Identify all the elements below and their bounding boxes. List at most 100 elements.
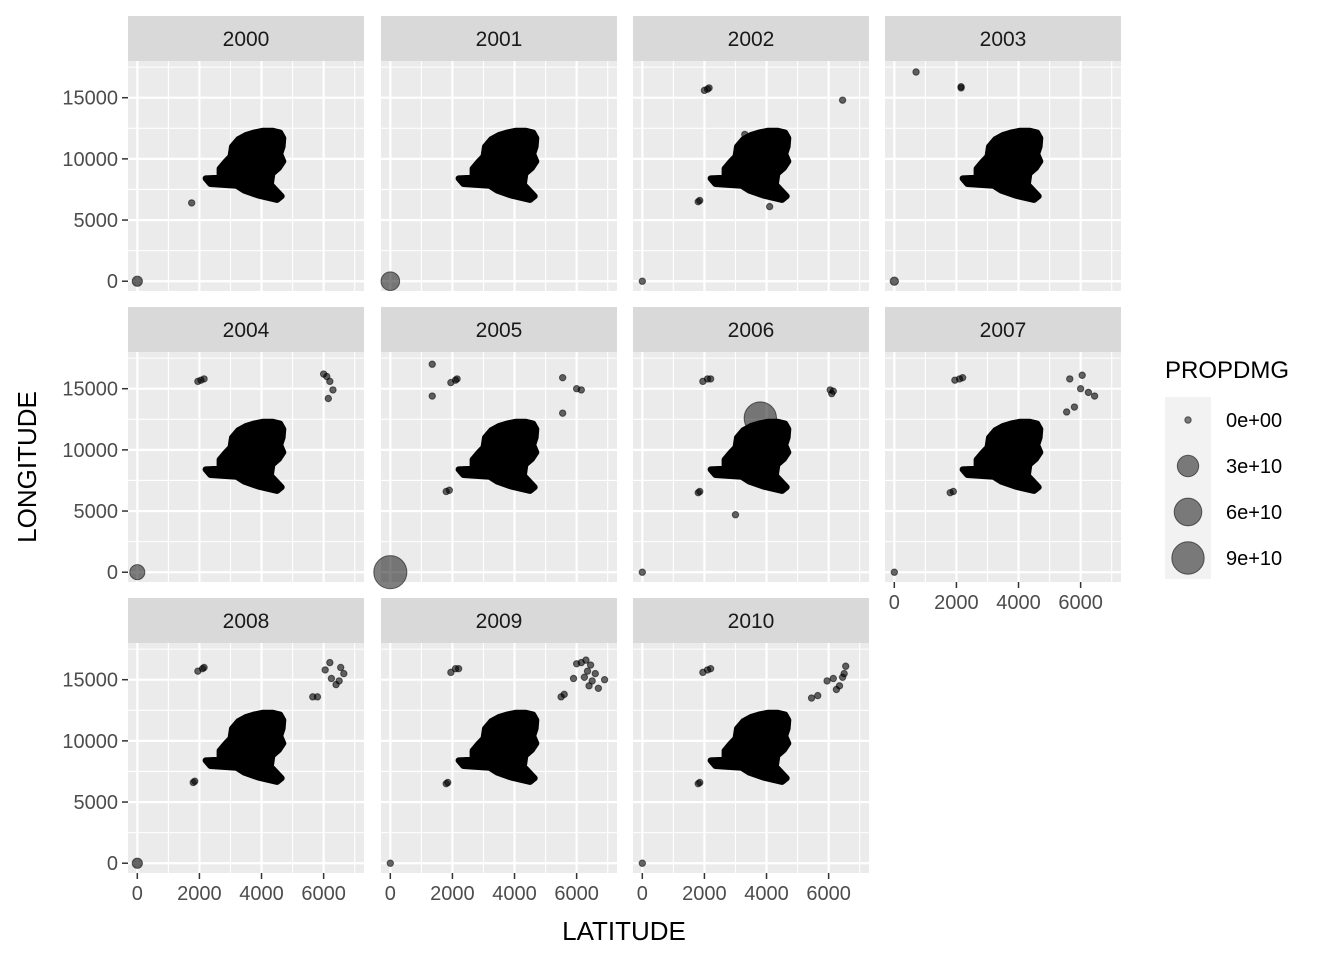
data-point [131, 275, 143, 287]
data-point [1078, 371, 1086, 379]
legend-key-symbol [1171, 541, 1205, 575]
data-point [696, 778, 704, 787]
data-point [588, 677, 596, 685]
data-point [428, 360, 436, 368]
data-point [912, 68, 920, 76]
data-point [741, 130, 749, 139]
facet-strip-label: 2006 [728, 319, 775, 342]
data-point [949, 487, 958, 496]
x-tick-label: 4000 [239, 883, 284, 905]
data-point [835, 682, 844, 690]
facet-strip-label: 2000 [223, 28, 270, 51]
data-point [706, 375, 715, 383]
y-tick-label: 10000 [62, 440, 118, 462]
data-point [840, 669, 848, 678]
x-tick-label: 6000 [806, 883, 851, 905]
facet-strip [128, 307, 364, 352]
y-tick-label: 10000 [62, 731, 118, 753]
y-tick-label: 5000 [74, 501, 119, 523]
x-tick-label: 6000 [554, 883, 599, 905]
facet-strip-label: 2004 [223, 319, 270, 342]
data-point [583, 667, 592, 675]
dense-point-cluster [202, 127, 287, 203]
dense-point-cluster [707, 127, 792, 203]
data-point [1062, 408, 1071, 416]
data-point [326, 377, 334, 386]
data-point [586, 661, 595, 669]
data-point [329, 386, 337, 394]
facet-strip-label: 2007 [980, 319, 1027, 342]
x-tick-label: 2000 [430, 883, 475, 905]
data-point [337, 663, 345, 672]
y-tick-label: 5000 [74, 792, 119, 814]
facet-panel-2010: 2010 [633, 598, 869, 873]
data-point [1066, 375, 1074, 383]
data-point [558, 409, 567, 417]
data-point [580, 673, 589, 681]
data-point [958, 373, 967, 382]
data-point [454, 664, 463, 673]
data-point [638, 859, 647, 867]
data-point [696, 196, 704, 205]
data-point [829, 674, 837, 683]
x-tick-label: 0 [889, 592, 900, 614]
axis-ticks: 0 5000 10000 15000 0 5000 10000 15000 0 2000 4000 6… [62, 88, 1103, 905]
facet-strip-label: 2009 [476, 610, 523, 633]
data-point [191, 777, 199, 785]
facet-panel-2008: 2008 [128, 598, 364, 873]
x-tick-label: 2000 [934, 592, 979, 614]
y-tick-label: 15000 [62, 670, 118, 692]
y-tick-label: 0 [107, 853, 118, 875]
data-point [703, 85, 712, 93]
data-point [696, 487, 704, 496]
legend-key-label: 3e+10 [1226, 456, 1282, 478]
data-point [327, 674, 336, 683]
facet-strip [885, 16, 1121, 61]
data-point [743, 401, 778, 435]
legend: PROPDMG 0e+00 3e+10 6e+10 9e+10 [1165, 357, 1289, 579]
data-point [558, 373, 567, 382]
x-tick-label: 6000 [301, 883, 346, 905]
facet-strip-label: 2001 [476, 28, 523, 51]
data-point [765, 202, 774, 211]
data-point [444, 778, 452, 787]
x-tick-label: 0 [385, 883, 396, 905]
data-point [129, 564, 146, 581]
dense-point-cluster [202, 709, 287, 785]
facet-panel-2007: 2007 [885, 307, 1121, 582]
data-point [582, 656, 590, 664]
data-point [807, 694, 816, 702]
dense-point-cluster [455, 418, 540, 494]
y-tick-label: 15000 [62, 88, 118, 110]
facet-panels: 2000 2001 2002 2003 2004 2005 2006 2007 2008 2009… [128, 16, 1121, 873]
data-point [380, 271, 401, 292]
x-tick-label: 2000 [177, 883, 222, 905]
data-point [373, 555, 408, 590]
data-point [823, 677, 831, 685]
data-point [340, 669, 348, 678]
dense-point-cluster [455, 127, 540, 203]
y-tick-label: 0 [107, 562, 118, 584]
dense-point-cluster [202, 418, 287, 494]
facet-strip [128, 598, 364, 643]
x-axis-title: LATITUDE [562, 916, 686, 946]
facet-strip [633, 598, 869, 643]
data-point [600, 676, 609, 684]
data-point [1076, 385, 1085, 393]
data-point [386, 859, 395, 867]
data-point [829, 387, 837, 395]
legend-key-label: 9e+10 [1226, 548, 1282, 570]
data-point [889, 276, 899, 286]
data-point [445, 486, 454, 494]
data-point [577, 386, 585, 394]
legend-title: PROPDMG [1165, 357, 1289, 384]
dense-point-cluster [959, 418, 1044, 494]
data-point [313, 693, 322, 701]
data-point [890, 568, 899, 576]
data-point [1084, 388, 1093, 397]
legend-key-label: 6e+10 [1226, 502, 1282, 524]
facet-strip [633, 16, 869, 61]
facet-panel-2009: 2009 [381, 598, 617, 873]
data-point [451, 376, 460, 384]
